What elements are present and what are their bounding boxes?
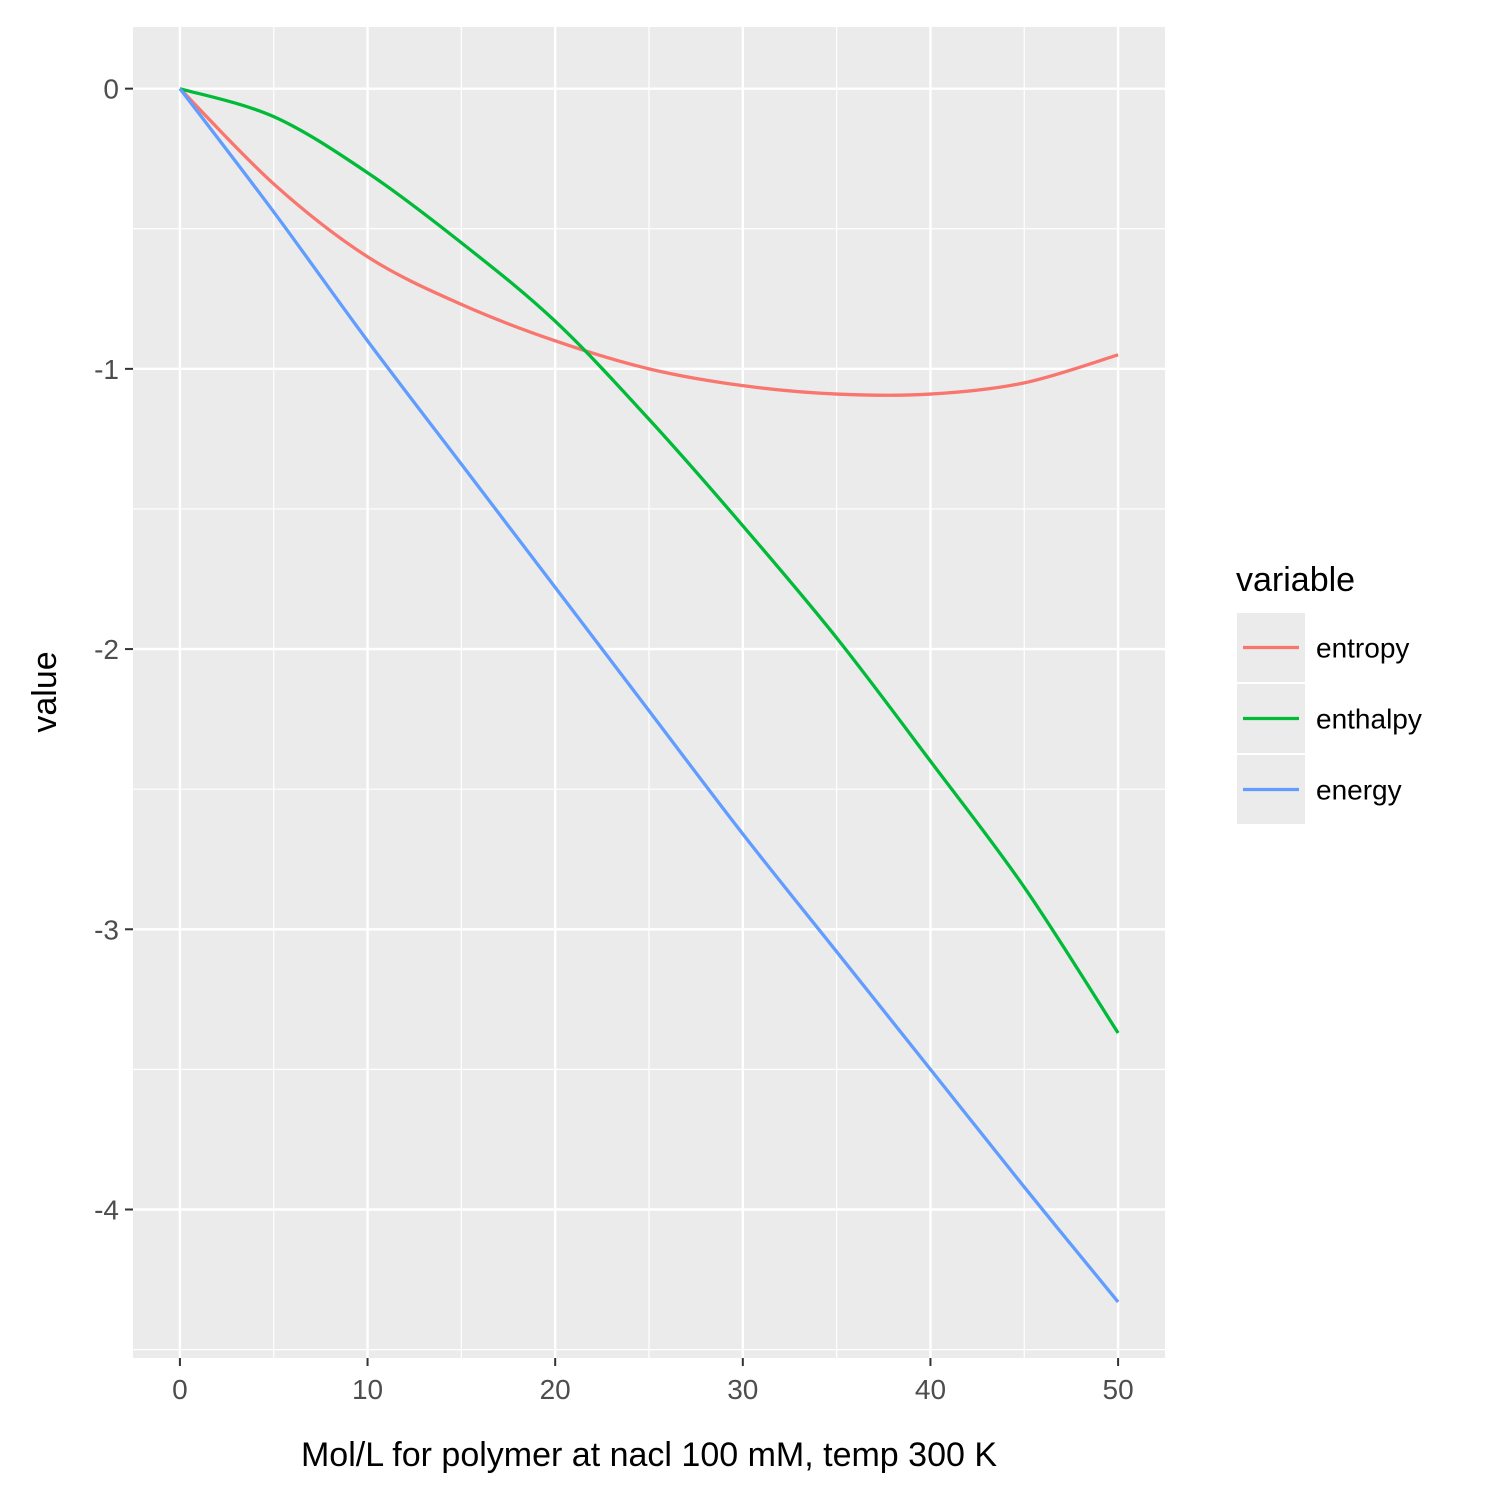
x-tick-label: 0 bbox=[172, 1374, 188, 1405]
series-line-entropy bbox=[178, 87, 1119, 397]
series-line-energy bbox=[178, 87, 1120, 1304]
x-tick-label: 40 bbox=[915, 1374, 946, 1405]
y-tick-label: -4 bbox=[94, 1194, 119, 1225]
minor-gridlines bbox=[133, 27, 1165, 1358]
x-tick-label: 50 bbox=[1103, 1374, 1134, 1405]
legend: variable entropy enthalpy energy bbox=[1236, 561, 1422, 824]
x-tick-label: 20 bbox=[540, 1374, 571, 1405]
y-axis-title: value bbox=[26, 651, 64, 732]
x-tick-label: 10 bbox=[352, 1374, 383, 1405]
y-tick-label: -1 bbox=[94, 354, 119, 385]
y-tick-label: -2 bbox=[94, 634, 119, 665]
legend-label-enthalpy: enthalpy bbox=[1316, 704, 1422, 735]
y-tick-label: 0 bbox=[103, 74, 119, 105]
legend-items: entropy enthalpy energy bbox=[1237, 613, 1422, 824]
x-axis-title: Mol/L for polymer at nacl 100 mM, temp 3… bbox=[301, 1436, 997, 1474]
legend-label-entropy: entropy bbox=[1316, 633, 1409, 664]
y-tick-label: -3 bbox=[94, 914, 119, 945]
x-tick-label: 30 bbox=[727, 1374, 758, 1405]
x-axis-ticks: 0 10 20 30 40 50 bbox=[172, 1358, 1134, 1405]
major-gridlines bbox=[133, 27, 1165, 1358]
legend-label-energy: energy bbox=[1316, 775, 1402, 806]
series-line-enthalpy bbox=[179, 87, 1120, 1034]
legend-title: variable bbox=[1236, 561, 1355, 599]
series-lines bbox=[178, 87, 1120, 1304]
y-axis-ticks: 0 -1 -2 -3 -4 bbox=[94, 74, 133, 1225]
